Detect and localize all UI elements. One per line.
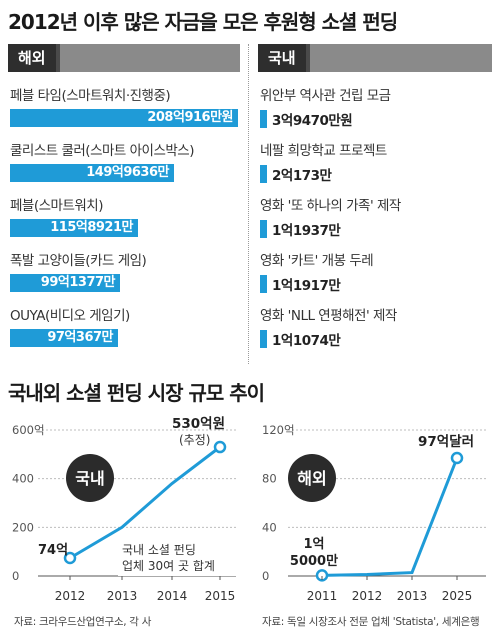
domestic-item-name: 영화 '카트' 개봉 두레 (260, 253, 374, 269)
domestic-bar-value: 1억1917만 (272, 278, 341, 294)
data-point (213, 440, 227, 454)
x-tick-label: 2015 (205, 589, 236, 603)
domestic-item: 네팔 희망학교 프로젝트 2억173만 (260, 139, 387, 184)
overseas-item-name: 페블(스마트워치) (10, 198, 103, 214)
domestic-bar (260, 275, 267, 293)
x-tick-label: 2012 (352, 589, 383, 603)
x-tick-label: 2013 (397, 589, 428, 603)
domestic-item: 영화 'NLL 연평해전' 제작 1억1074만 (260, 304, 397, 349)
overseas-item: 폭발 고양이들(카드 게임) 99억1377만 (10, 249, 147, 292)
domestic-header-fill (310, 44, 492, 72)
domestic-item: 영화 '카트' 개봉 두레 1억1917만 (260, 249, 374, 294)
domestic-last-point-note: (추정) (179, 433, 210, 447)
domestic-bar-value: 3억9470만원 (272, 113, 353, 129)
page-title: 2012년 이후 많은 자금을 모은 후원형 소셜 펀딩 (8, 10, 398, 34)
domestic-source: 자료: 크라우드산업연구소, 각 사 (14, 616, 152, 628)
domestic-item-name: 영화 'NLL 연평해전' 제작 (260, 308, 397, 324)
overseas-item-name: 쿨리스트 쿨러(스마트 아이스박스) (10, 143, 195, 159)
domestic-item-name: 네팔 희망학교 프로젝트 (260, 143, 387, 159)
overseas-bar: 97억367만 (10, 329, 118, 347)
y-tick-label: 120억 (262, 423, 295, 437)
overseas-badge-label: 해외 (297, 469, 326, 488)
overseas-header-label: 해외 (8, 44, 56, 72)
overseas-bar-value: 97억367만 (47, 330, 113, 345)
market-trend-title: 국내외 소셜 펀딩 시장 규모 추이 (8, 381, 265, 405)
overseas-bar: 115억8921만 (10, 219, 138, 237)
overseas-first-point-label-line1: 1억 (303, 537, 324, 552)
domestic-bar-value: 2억173만 (272, 168, 332, 184)
domestic-badge (66, 454, 114, 502)
y-tick-label: 40 (262, 520, 277, 534)
overseas-item: 쿨리스트 쿨러(스마트 아이스박스) 149억9636만 (10, 139, 195, 182)
domestic-bar (260, 220, 267, 238)
overseas-bar-value: 115억8921만 (50, 220, 133, 235)
domestic-series-line (69, 445, 221, 560)
overseas-badge (288, 454, 336, 502)
overseas-trend-chart: 120억 80 40 0 해외 2011 2012 2013 2025 1억 5000만 9… (262, 423, 486, 603)
domestic-annotation-bg (118, 541, 236, 576)
overseas-header-fill (60, 44, 240, 72)
x-tick-label: 2013 (107, 589, 138, 603)
overseas-last-point-label: 97억달러 (418, 434, 474, 450)
domestic-annotation-line2: 업체 30여 곳 합계 (122, 559, 215, 573)
data-point (315, 569, 329, 582)
overseas-bar-value: 99억1377만 (40, 275, 116, 290)
domestic-header-label: 국내 (258, 44, 306, 72)
x-tick-label: 2014 (157, 589, 188, 603)
y-tick-label: 80 (262, 472, 277, 486)
y-tick-label: 400 (12, 472, 34, 486)
domestic-item: 위안부 역사관 건립 모금 3억9470만원 (260, 84, 391, 129)
overseas-item-name: OUYA(비디오 게임기) (10, 308, 130, 324)
domestic-bar (260, 330, 267, 348)
domestic-bar (260, 165, 267, 183)
overseas-header: 해외 (8, 44, 240, 72)
x-tick-label: 2025 (442, 589, 473, 603)
domestic-item-name: 위안부 역사관 건립 모금 (260, 88, 391, 104)
overseas-item: 페블(스마트워치) 115억8921만 (10, 194, 138, 237)
domestic-bar-value: 1억1937만 (272, 223, 341, 239)
overseas-first-point-label-line2: 5000만 (290, 553, 338, 569)
column-divider (248, 44, 249, 364)
y-tick-label: 600억 (12, 423, 45, 437)
y-tick-label: 0 (12, 569, 19, 583)
domestic-first-point-label: 74억 (38, 543, 68, 558)
domestic-bar-value: 1억1074만 (272, 333, 341, 349)
data-point (450, 451, 464, 465)
domestic-bar (260, 110, 267, 128)
overseas-item: OUYA(비디오 게임기) 97억367만 (10, 304, 130, 347)
domestic-last-point-label: 530억원 (172, 416, 225, 432)
overseas-bar-value: 208억916만원 (147, 110, 233, 125)
domestic-item: 영화 '또 하나의 가족' 제작 1억1937만 (260, 194, 401, 239)
domestic-item-name: 영화 '또 하나의 가족' 제작 (260, 198, 401, 214)
x-tick-label: 2012 (55, 589, 86, 603)
overseas-series-line (321, 457, 459, 577)
x-tick-label: 2011 (307, 589, 338, 603)
domestic-trend-chart: 600억 400 200 0 국내 2012 2013 2014 2015 74억 530억… (12, 416, 236, 603)
domestic-annotation-line1: 국내 소셜 펀딩 (122, 543, 196, 557)
overseas-bar: 208억916만원 (10, 109, 238, 127)
y-tick-label: 0 (262, 569, 269, 583)
domestic-badge-label: 국내 (75, 469, 104, 488)
domestic-header: 국내 (258, 44, 492, 72)
overseas-bar: 99억1377만 (10, 274, 120, 292)
overseas-bar: 149억9636만 (10, 164, 174, 182)
overseas-item-name: 폭발 고양이들(카드 게임) (10, 253, 147, 269)
overseas-bar-value: 149억9636만 (86, 165, 169, 180)
y-tick-label: 200 (12, 520, 34, 534)
overseas-source: 자료: 독일 시장조사 전문 업체 'Statista', 세계은행 (262, 616, 480, 628)
data-point (63, 551, 77, 565)
overseas-item: 페블 타임(스마트워치·진행중) 208억916만원 (10, 84, 238, 127)
overseas-item-name: 페블 타임(스마트워치·진행중) (10, 88, 171, 104)
